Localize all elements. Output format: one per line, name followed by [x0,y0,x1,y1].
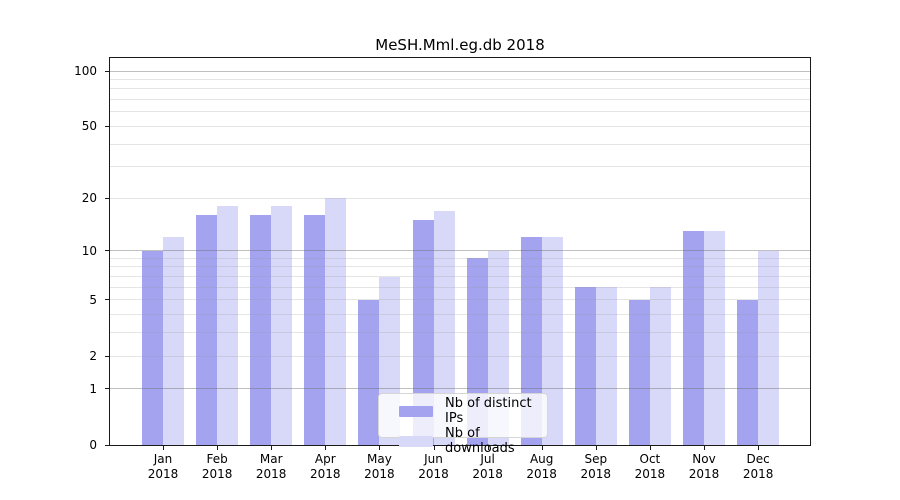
bar-sep-ips [574,287,596,445]
x-tick-label-apr: Apr 2018 [310,452,341,481]
x-tick-label-feb: Feb 2018 [201,452,233,481]
bar-dec-downloads [758,250,780,445]
bar-aug-downloads [541,237,563,445]
y-tick-0 [105,444,110,446]
y-tick-label-1: 1 [89,381,97,396]
x-tick-label-sep: Sep 2018 [580,452,612,481]
y-tick-20 [105,197,110,199]
bar-jan-downloads [163,237,184,445]
bar-jun-downloads [433,210,455,445]
y-tick-label-5: 5 [89,292,97,307]
legend-label-downloads: Nb of downloads [445,426,515,456]
bar-oct-downloads [649,287,671,445]
y-tick-2 [105,355,110,357]
x-tick-apr [325,446,327,450]
y-tick-label-100: 100 [74,64,97,78]
x-tick-dec [758,446,760,450]
bar-nov-downloads [704,231,725,445]
x-tick-label-oct: Oct 2018 [634,452,666,481]
y-tick-5 [105,299,110,301]
legend: Nb of distinct IPs Nb of downloads [378,393,548,456]
bar-apr-ips [304,215,326,445]
x-tick-label-nov: Nov 2018 [688,452,720,481]
x-tick-label-jul: Jul 2018 [472,452,503,481]
y-tick-label-20: 20 [81,191,97,206]
bars-layer [110,58,810,445]
x-tick-nov [704,446,705,450]
x-tick-label-may: May 2018 [364,452,395,481]
x-tick-jan [163,446,164,450]
bar-mar-ips [250,215,272,445]
legend-label-distinct-ips: Nb of distinct IPs [445,396,532,426]
x-tick-label-aug: Aug 2018 [526,452,557,481]
chart-title: MeSH.Mml.eg.db 2018 [375,36,545,54]
x-axis: Jan 2018 Feb 2018 Mar 2018 Apr 2018 May 2018… [110,446,810,498]
y-tick-label-50: 50 [81,119,97,134]
y-tick-label-2: 2 [89,349,97,363]
bar-jan-ips [142,250,163,445]
y-tick-label-10: 10 [81,243,97,258]
x-tick-may [379,446,381,450]
x-tick-jun [433,446,435,450]
legend-item-downloads: Nb of downloads [379,426,547,456]
y-tick-1 [105,388,110,390]
legend-swatch-distinct-ips [399,405,433,417]
bar-mar-downloads [271,206,293,445]
x-tick-jul [487,446,489,450]
x-tick-label-dec: Dec 2018 [742,452,774,481]
y-tick-label-0: 0 [89,438,97,452]
bar-nov-ips [683,231,704,445]
x-tick-label-jun: Jun 2018 [418,452,449,481]
legend-swatch-downloads [399,435,433,447]
plot-area [109,57,811,446]
x-tick-label-mar: Mar 2018 [255,452,287,481]
legend-item-distinct-ips: Nb of distinct IPs [379,396,547,426]
bar-oct-ips [628,299,650,445]
x-tick-mar [271,446,273,450]
bar-feb-downloads [217,206,239,445]
x-tick-aug [541,446,543,450]
bar-may-ips [358,299,380,445]
bar-apr-downloads [325,198,347,445]
x-tick-feb [217,446,219,450]
y-tick-50 [105,125,110,127]
x-tick-sep [595,446,597,450]
bar-feb-ips [196,215,218,445]
x-tick-label-jan: Jan 2018 [147,452,179,481]
y-tick-100 [105,70,110,72]
y-axis: 0 1 2 5 10 20 50 100 [0,58,110,452]
bar-sep-downloads [595,287,617,445]
bar-jun-ips [412,220,434,445]
bar-dec-ips [737,299,759,445]
y-tick-10 [105,250,110,252]
x-tick-oct [649,446,651,450]
